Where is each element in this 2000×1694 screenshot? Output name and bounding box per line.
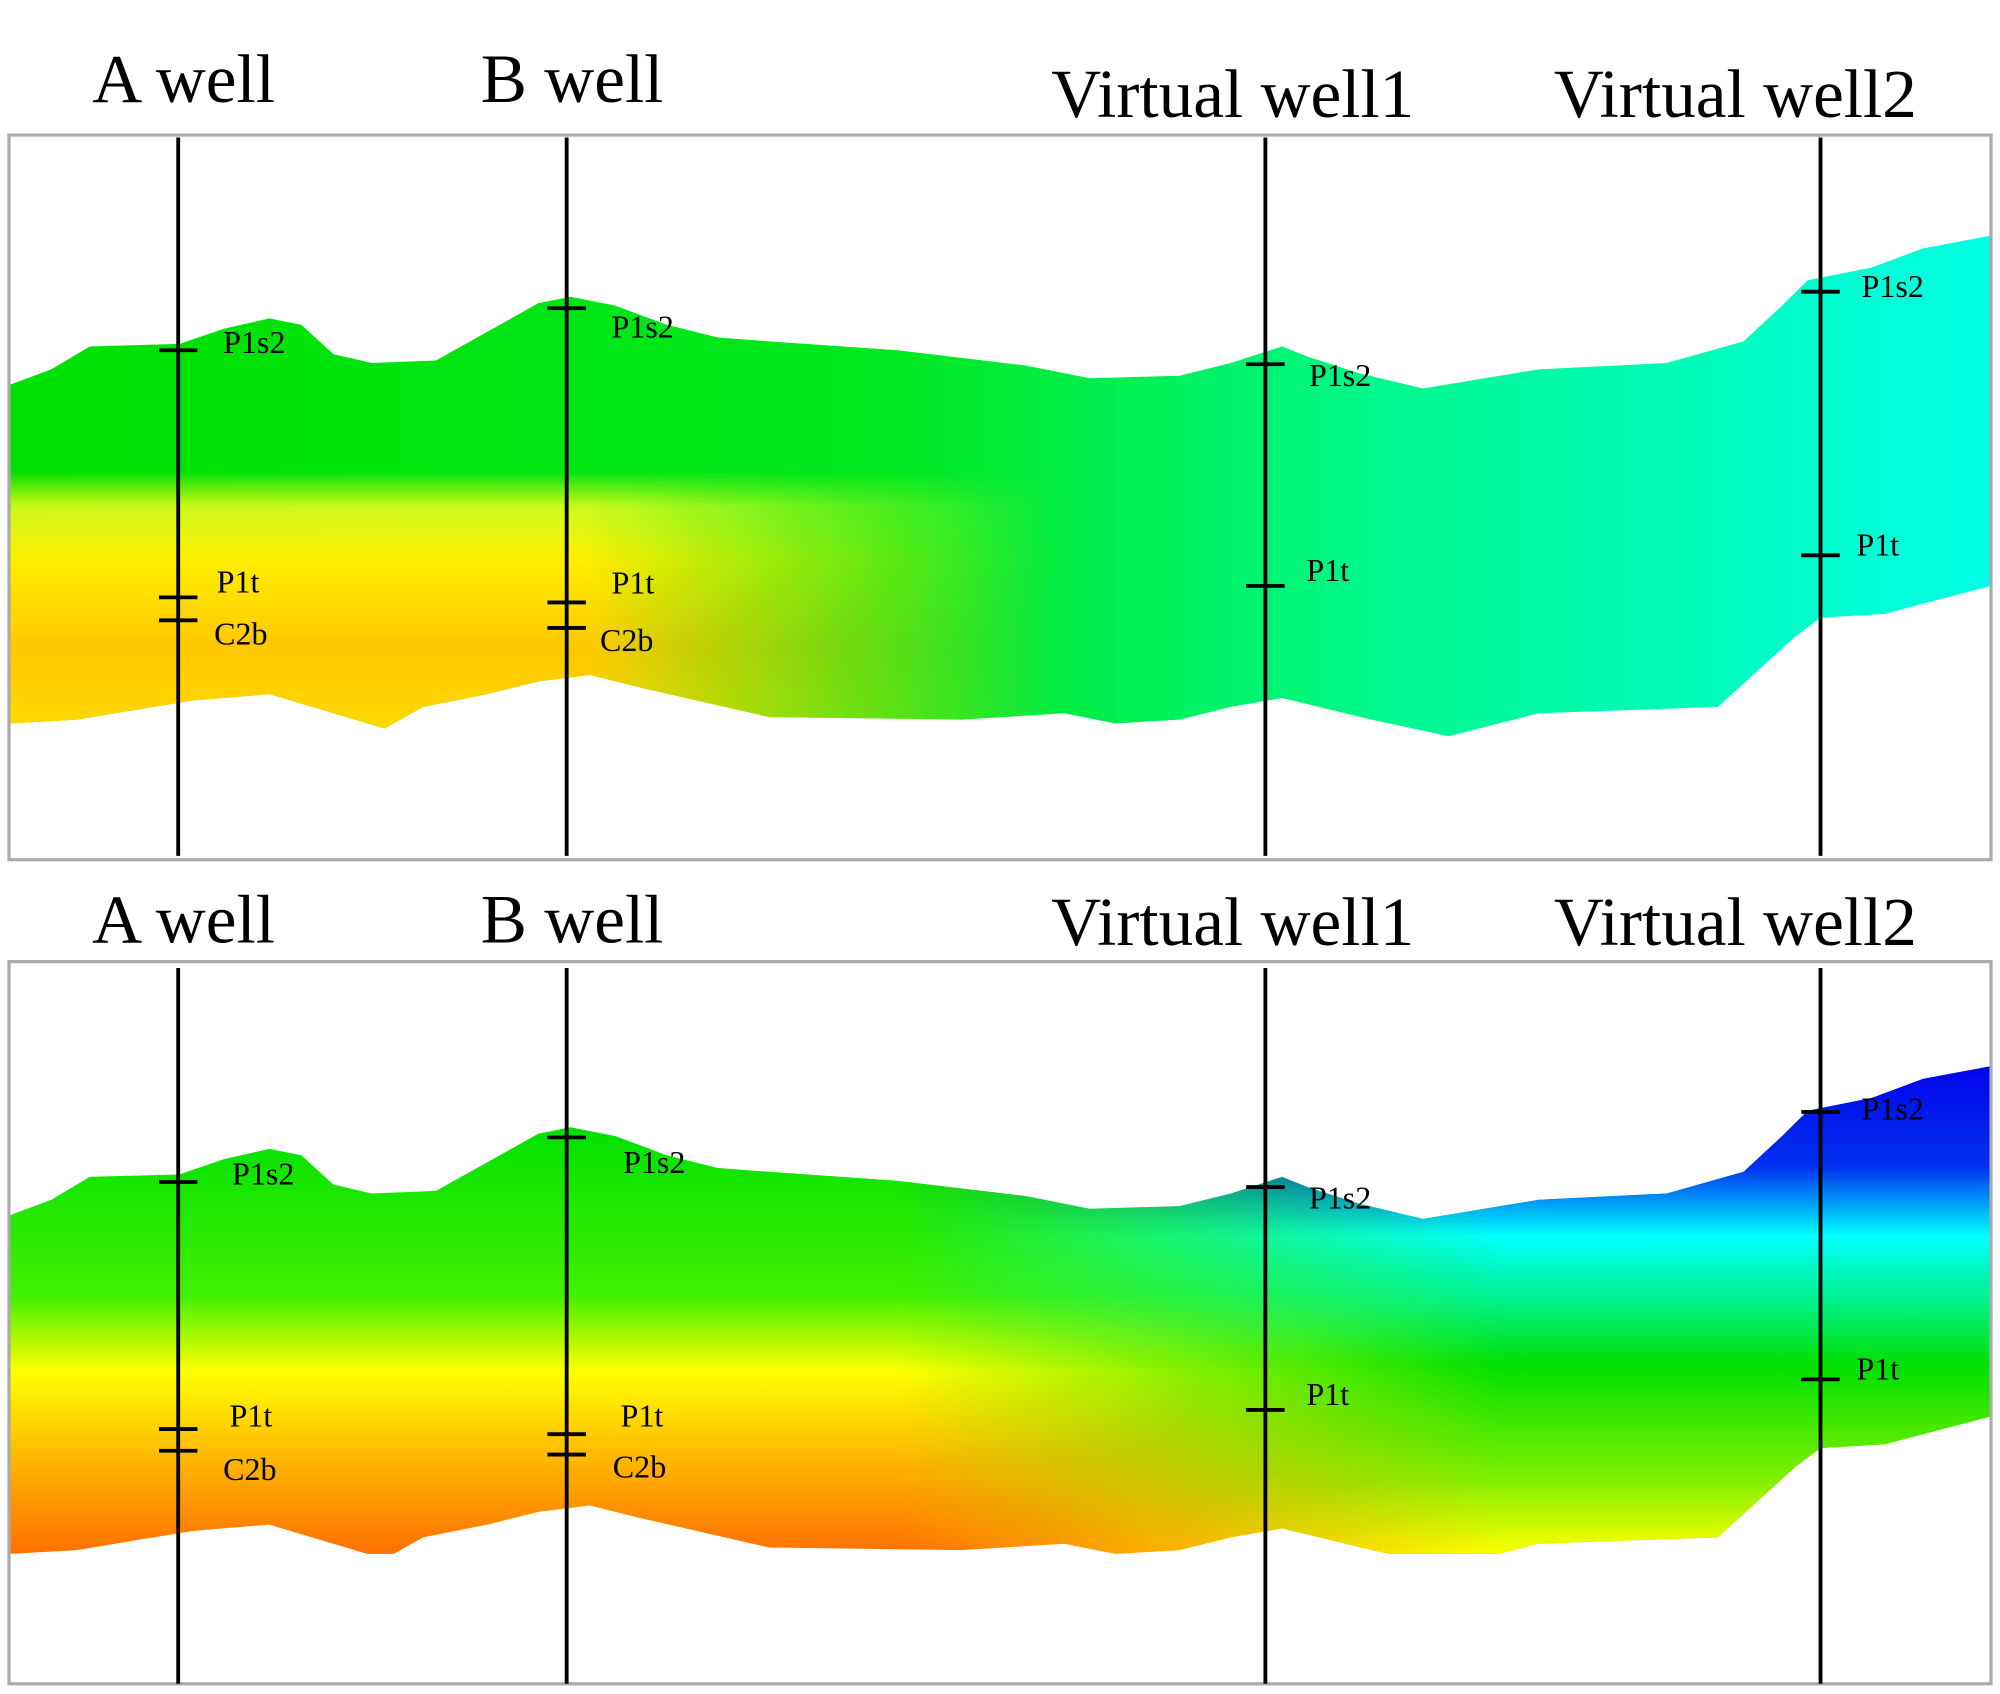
- horizon-label: P1t: [612, 566, 655, 601]
- panel-bottom: A well P1s2 P1t C2b B well P1s2 P1t C2b Virtual …: [7, 882, 1993, 1686]
- panel-top-warm-fill: [10, 471, 1065, 737]
- panel-bottom-model: [10, 1066, 1992, 1554]
- horizon-label: C2b: [600, 623, 653, 658]
- well-1: A well P1s2 P1t C2b: [92, 882, 294, 1684]
- horizon-label: P1t: [621, 1399, 664, 1434]
- well-title: Virtual well1: [1051, 56, 1414, 132]
- well-2: B well P1s2 P1t C2b: [481, 882, 685, 1684]
- horizon-label: P1s2: [232, 1157, 294, 1192]
- well-title: A well: [92, 41, 275, 117]
- horizon-label: P1t: [229, 1399, 272, 1434]
- panel-top-wells: A well P1s2 P1t C2b B well P1s2 P1t C2b Virtual …: [92, 41, 1924, 856]
- horizon-label: C2b: [613, 1450, 666, 1485]
- horizon-label: P1t: [1856, 1351, 1899, 1386]
- horizon-label: P1t: [1306, 553, 1349, 588]
- well-title: B well: [481, 41, 664, 117]
- horizon-label: P1s2: [1862, 1092, 1924, 1127]
- horizon-label: P1s2: [1862, 269, 1924, 304]
- panel-top-model: [10, 235, 1992, 737]
- panel-bottom-right-fill: [10, 1066, 1992, 1554]
- well-title: Virtual well2: [1554, 56, 1917, 132]
- horizon-label: P1s2: [1309, 1181, 1371, 1216]
- well-title: Virtual well1: [1051, 884, 1414, 960]
- horizon-label: C2b: [214, 617, 267, 652]
- well-3: Virtual well1 P1s2 P1t: [1051, 56, 1414, 856]
- horizon-label: P1s2: [623, 1145, 685, 1180]
- horizon-label: C2b: [223, 1452, 276, 1487]
- horizon-label: P1s2: [1309, 358, 1371, 393]
- panel-bottom-frame: [7, 960, 1993, 1686]
- well-4: Virtual well2 P1s2 P1t: [1554, 56, 1924, 856]
- well-title: A well: [92, 882, 275, 958]
- panel-top: A well P1s2 P1t C2b B well P1s2 P1t C2b Virtual …: [7, 41, 1993, 862]
- well-1: A well P1s2 P1t C2b: [92, 41, 285, 856]
- horizon-label: P1t: [1306, 1377, 1349, 1412]
- horizon-label: P1s2: [612, 310, 674, 345]
- panel-bottom-wells: A well P1s2 P1t C2b B well P1s2 P1t C2b Virtual …: [92, 882, 1924, 1684]
- well-3: Virtual well1 P1s2 P1t: [1051, 884, 1414, 1684]
- horizon-label: P1t: [1856, 527, 1899, 562]
- well-title: Virtual well2: [1554, 884, 1917, 960]
- panel-top-frame: [7, 133, 1993, 862]
- well-2: B well P1s2 P1t C2b: [481, 41, 674, 856]
- horizon-label: P1s2: [223, 325, 285, 360]
- well-4: Virtual well2 P1s2 P1t: [1554, 884, 1924, 1684]
- horizon-label: P1t: [217, 564, 260, 599]
- well-title: B well: [481, 882, 664, 958]
